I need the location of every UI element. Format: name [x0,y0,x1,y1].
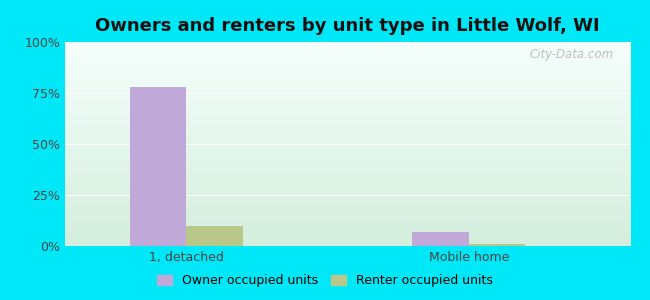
Legend: Owner occupied units, Renter occupied units: Owner occupied units, Renter occupied un… [153,270,497,291]
Bar [129,87,186,246]
Title: Owners and renters by unit type in Little Wolf, WI: Owners and renters by unit type in Littl… [96,17,600,35]
Bar [412,232,469,246]
Bar [469,244,525,246]
Text: City-Data.com: City-Data.com [529,48,614,61]
Bar [186,226,242,246]
